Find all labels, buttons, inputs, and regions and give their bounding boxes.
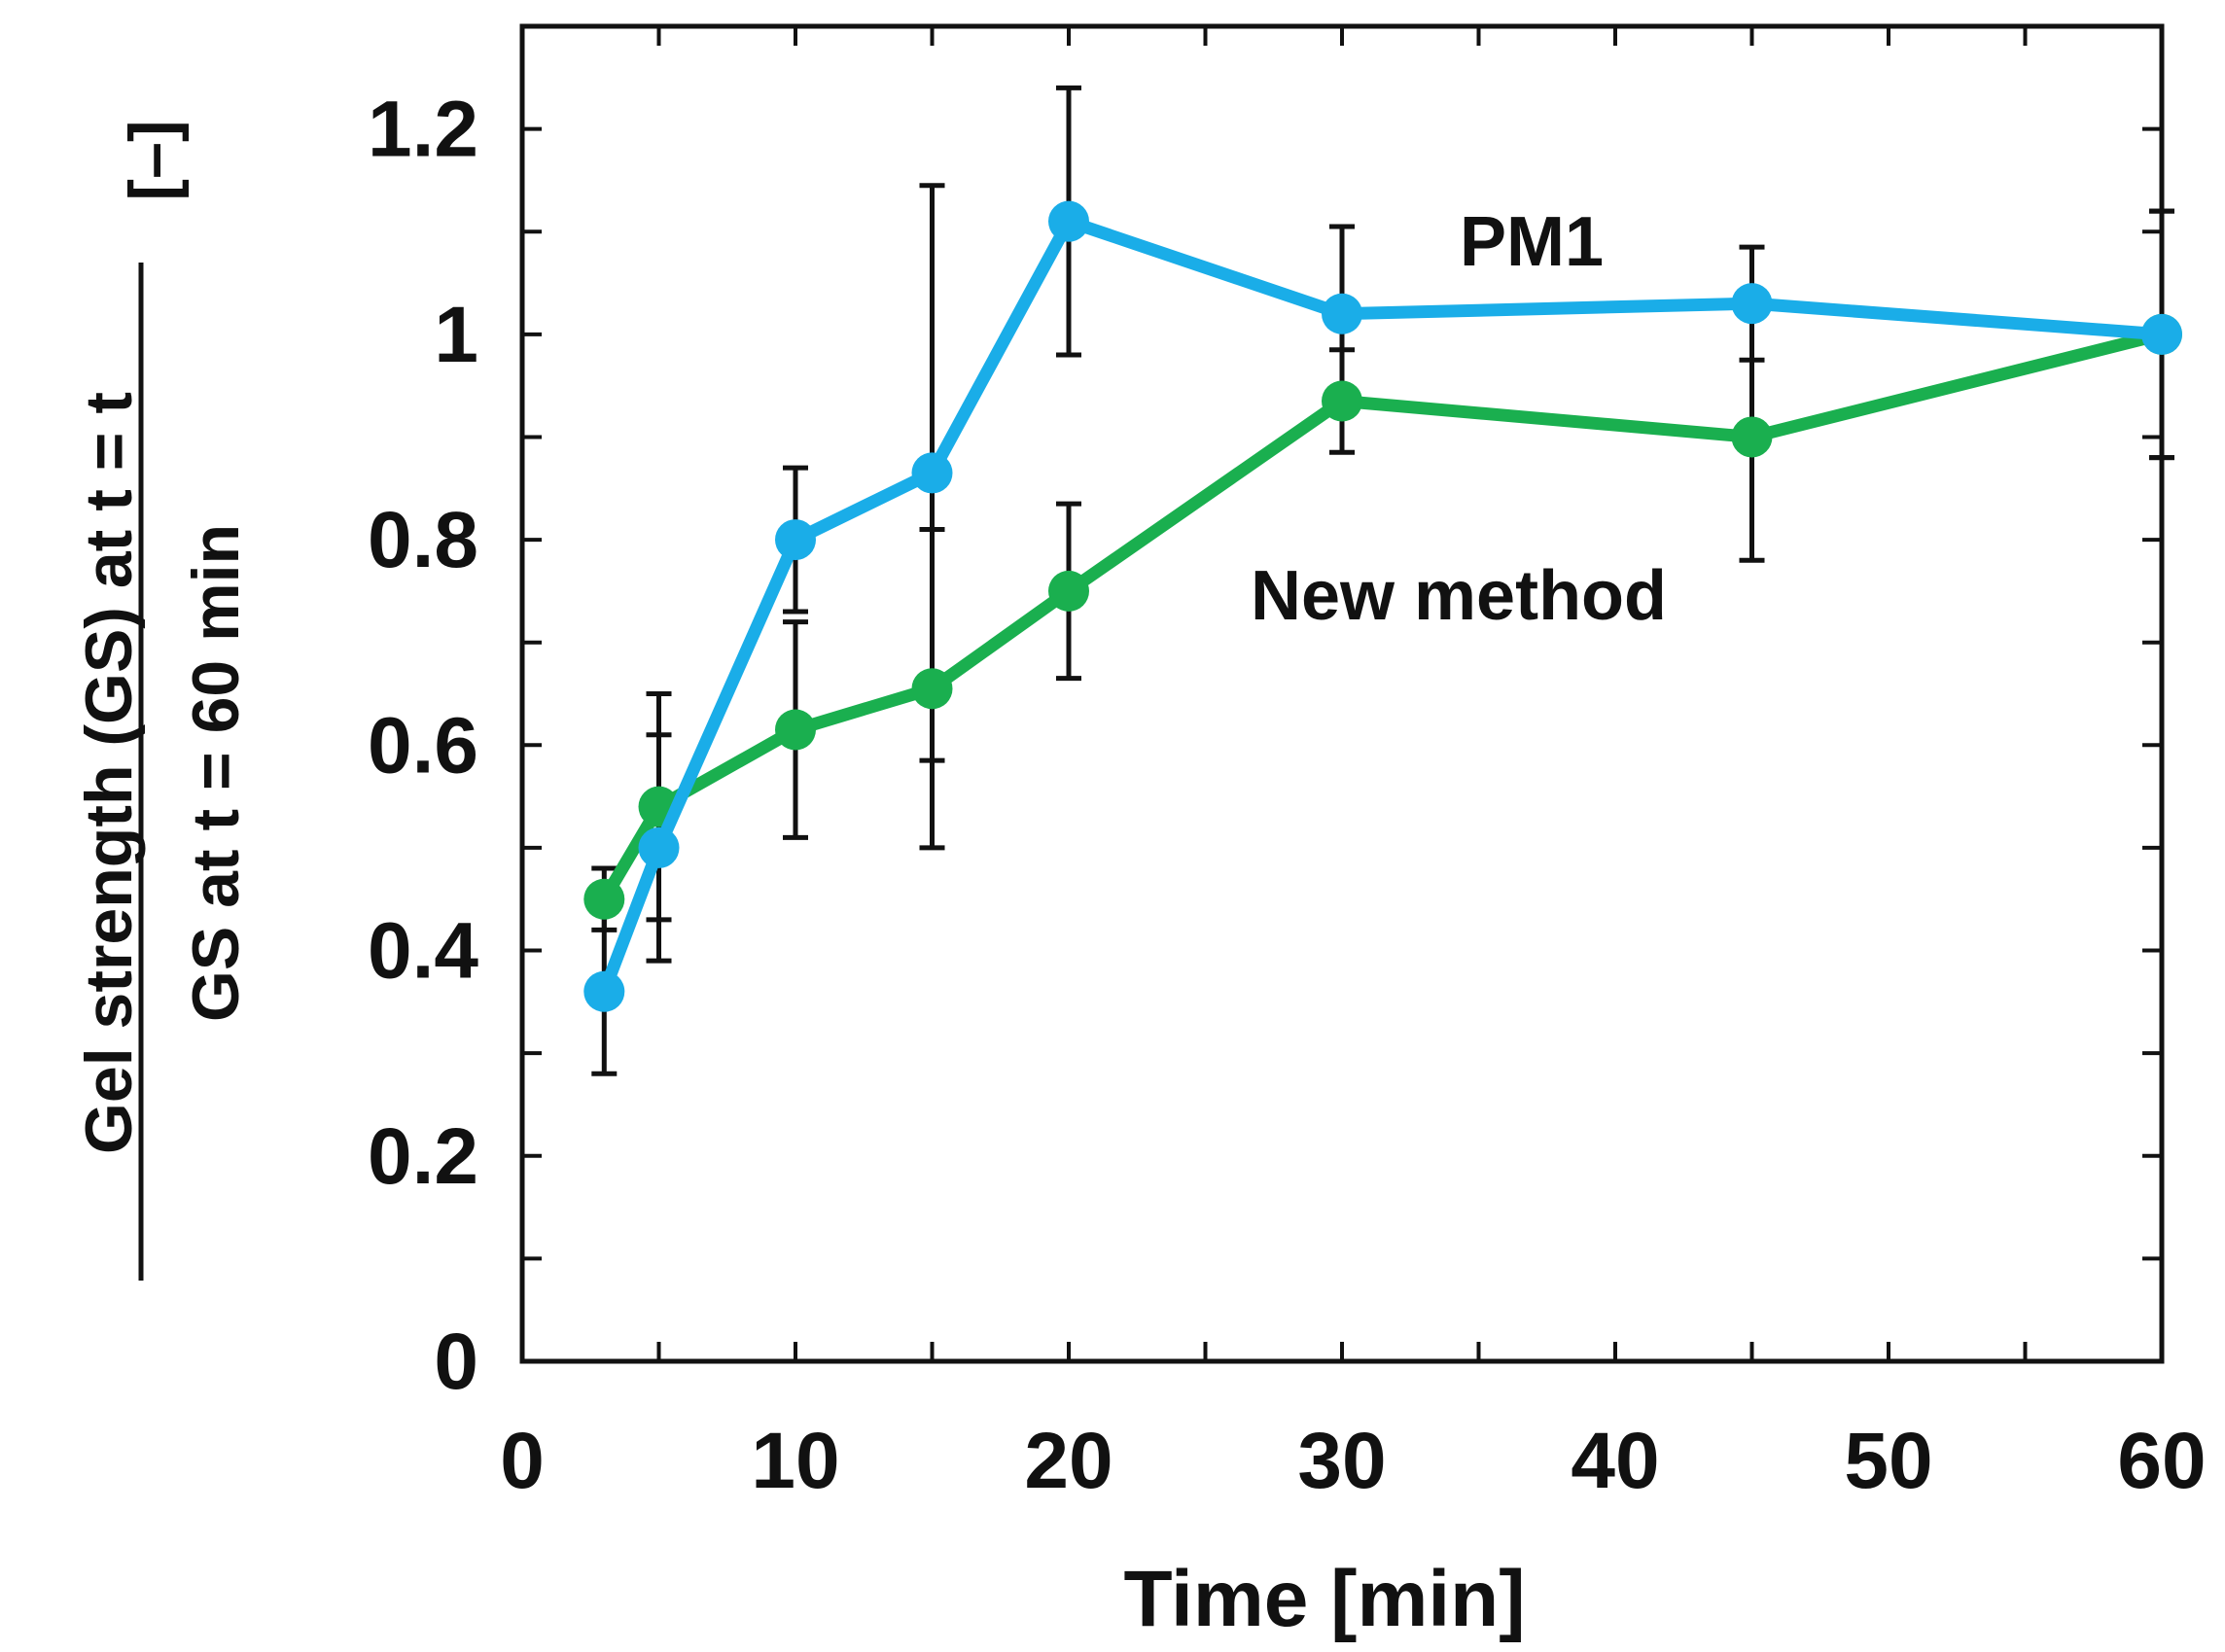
y-tick-label: 0: [434, 1318, 478, 1406]
x-tick-label: 20: [1024, 1417, 1112, 1505]
y-axis-label-numerator: Gel strength (GS) at t = t: [72, 392, 146, 1154]
y-axis-label: Gel strength (GS) at t = t GS at t = 60 …: [72, 120, 253, 1281]
x-tick-label: 40: [1571, 1417, 1659, 1505]
data-point: [775, 519, 816, 561]
data-point: [1322, 380, 1362, 422]
x-tick-label: 60: [2117, 1417, 2206, 1505]
y-tick-label: 0.6: [368, 701, 478, 790]
series: [583, 200, 2182, 1012]
data-point: [1322, 293, 1362, 334]
data-point: [638, 826, 680, 868]
x-axis-label: Time [min]: [1123, 1555, 1525, 1643]
data-point: [1048, 200, 1089, 242]
labels: Time [min] PM1 New method Gel strength (…: [72, 120, 1667, 1643]
data-point: [1731, 283, 1773, 325]
y-axis-label-unit: [–]: [116, 120, 190, 200]
y-axis-label-denominator: GS at t = 60 min: [179, 524, 253, 1022]
data-point: [775, 709, 816, 751]
data-point: [1048, 570, 1089, 612]
data-point: [2141, 313, 2182, 355]
y-tick-label: 0.8: [368, 496, 478, 584]
data-point: [1731, 416, 1773, 458]
x-tick-label: 0: [500, 1417, 545, 1505]
series-line: [598, 215, 2163, 995]
series-annotation-pm1: PM1: [1460, 203, 1604, 281]
data-point: [911, 452, 953, 494]
x-tick-label: 50: [1844, 1417, 1932, 1505]
y-tick-label: 1: [434, 291, 478, 379]
y-tick-label: 1.2: [368, 86, 478, 174]
axes: 0 10 20 30 40 50 60 0 0.2 0.4 0.6 0.8 1 1.2: [368, 23, 2207, 1505]
data-point: [911, 668, 953, 710]
series-annotation-new-method: New method: [1251, 557, 1667, 635]
x-tick-label: 30: [1297, 1417, 1386, 1505]
data-point: [583, 970, 625, 1012]
x-tick-label: 10: [751, 1417, 839, 1505]
y-tick-label: 0.2: [368, 1112, 478, 1201]
data-point: [583, 878, 625, 920]
y-tick-label: 0.4: [368, 907, 478, 996]
